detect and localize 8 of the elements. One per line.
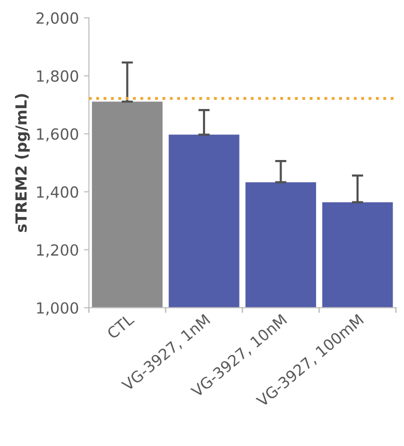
y-tick-label: 1,400 (37, 186, 78, 200)
y-tick-label: 1,200 (37, 244, 78, 258)
x-tick-label: CTL (106, 312, 135, 340)
y-axis-title: sTREM2 (pg/mL) (14, 94, 30, 232)
y-tick-label: 1,600 (37, 128, 78, 142)
y-tick-label: 1,800 (37, 70, 78, 84)
y-tick-label: 2,000 (36, 12, 78, 26)
y-tick-label: 1,000 (37, 302, 78, 316)
